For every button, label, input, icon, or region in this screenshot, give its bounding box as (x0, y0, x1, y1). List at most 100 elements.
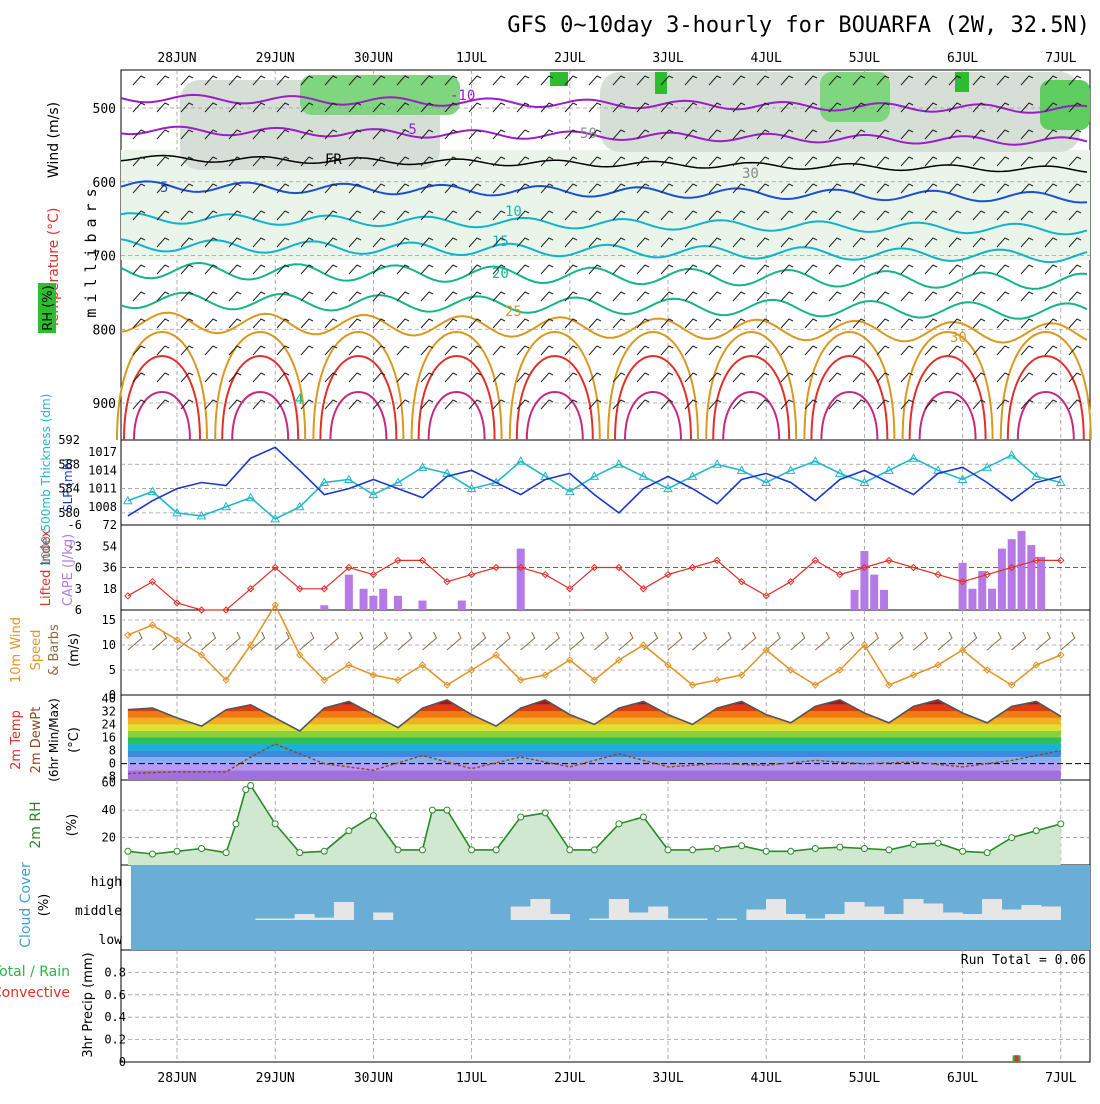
cloud-bar (785, 914, 806, 920)
wind-barb (252, 129, 266, 140)
wind-barb (516, 345, 530, 356)
wind-barb (300, 345, 314, 356)
wind-barb (948, 372, 962, 383)
rh-shade-bright (550, 72, 568, 86)
wind-barb (948, 345, 962, 356)
wind-barb (420, 75, 434, 86)
wind-barb (516, 156, 530, 167)
wind-barb (444, 156, 458, 167)
wind-barb (756, 156, 770, 167)
contour-label: 5 (160, 180, 168, 196)
wind-barb (252, 75, 266, 86)
wind-speed-line (127, 603, 1062, 686)
wind10-barb (864, 631, 880, 651)
cloud-bar (628, 912, 649, 920)
wind-speed-point (737, 671, 746, 679)
isotherm-line (120, 125, 1088, 146)
wind-barb (684, 345, 698, 356)
cloud-bar (1021, 905, 1042, 920)
wind-barb (540, 264, 554, 275)
rh2m-point (541, 809, 549, 817)
wind-barb (276, 318, 290, 329)
wind-barb (708, 102, 722, 113)
cape-bar (997, 548, 1006, 610)
wind-barb (228, 372, 242, 383)
wind-barb (300, 102, 314, 113)
rh2m-point (566, 846, 574, 854)
rh2m-point (689, 846, 697, 854)
wind-barb (828, 399, 842, 410)
wind-barb (564, 183, 578, 194)
wind-barb (372, 264, 386, 275)
wind-barb (588, 318, 602, 329)
wind-barb (660, 345, 674, 356)
wind-barb (444, 291, 458, 302)
lifted-index-point (909, 563, 918, 572)
wind-barb (156, 372, 170, 383)
rh2m-point (222, 849, 230, 857)
wind10-barb (152, 631, 168, 651)
rh-shade-green (820, 72, 890, 122)
wind-barb (636, 156, 650, 167)
wind-barb (876, 345, 890, 356)
wind-barb (732, 102, 746, 113)
wind-speed-point (590, 676, 599, 684)
wind-barb (348, 102, 362, 113)
contour-label: 30 (742, 166, 759, 182)
wind-barb (924, 372, 938, 383)
wind-barb (516, 183, 530, 194)
date-label-bottom: 7JUL (1045, 1071, 1076, 1086)
wind-barb (1020, 318, 1034, 329)
wind-speed-point (443, 681, 451, 689)
wind-barb (756, 129, 770, 140)
wind-barb (1068, 183, 1082, 194)
wind-barb (732, 156, 746, 167)
wind10-barb (814, 631, 830, 651)
wind-barb (348, 129, 362, 140)
wind-barb (756, 372, 770, 383)
wind-barb (660, 237, 674, 248)
contour-label: 10 (505, 204, 522, 220)
wind-barb (276, 237, 290, 248)
wind-barb (180, 291, 194, 302)
wind-barb (852, 345, 866, 356)
boundary-isotherm (116, 331, 208, 441)
wind-barb (996, 399, 1010, 410)
wind-barb (900, 264, 914, 275)
wind-barb (420, 210, 434, 221)
wind-speed-point (541, 671, 549, 679)
wind-barb (1068, 102, 1082, 113)
wind-barb (1044, 345, 1058, 356)
wind-barb (756, 291, 770, 302)
wind-barb (972, 291, 986, 302)
cape-bar (968, 588, 977, 610)
wind-barb (876, 156, 890, 167)
wind-barb (444, 210, 458, 221)
pressure-tick-label: 500 (93, 102, 116, 117)
temp-band (127, 724, 1061, 731)
boundary-isotherm (1016, 391, 1075, 441)
wind-barb (684, 291, 698, 302)
cloud-bar (255, 918, 276, 920)
wind-barb (876, 210, 890, 221)
wind-barb (780, 156, 794, 167)
thickness-point (1031, 471, 1042, 480)
boundary-isotherm (312, 331, 405, 441)
date-label-bottom: 28JUN (157, 1071, 196, 1086)
wind-barb (348, 264, 362, 275)
lifted-index-point (394, 556, 402, 565)
wind-barb (132, 399, 146, 410)
wind-barb (276, 345, 290, 356)
wind-barb (972, 399, 986, 410)
wind-barb (1068, 264, 1082, 275)
wind-barb (1044, 102, 1058, 113)
wind-barb (708, 75, 722, 86)
wind-barb (588, 102, 602, 113)
wind-barb (612, 129, 626, 140)
precip-label-a: Total / Rain (0, 964, 70, 980)
wind10-barb (176, 631, 192, 651)
date-label-bottom: 5JUL (849, 1071, 880, 1086)
tick-label: -3 (68, 539, 82, 553)
wind-barb (492, 129, 506, 140)
